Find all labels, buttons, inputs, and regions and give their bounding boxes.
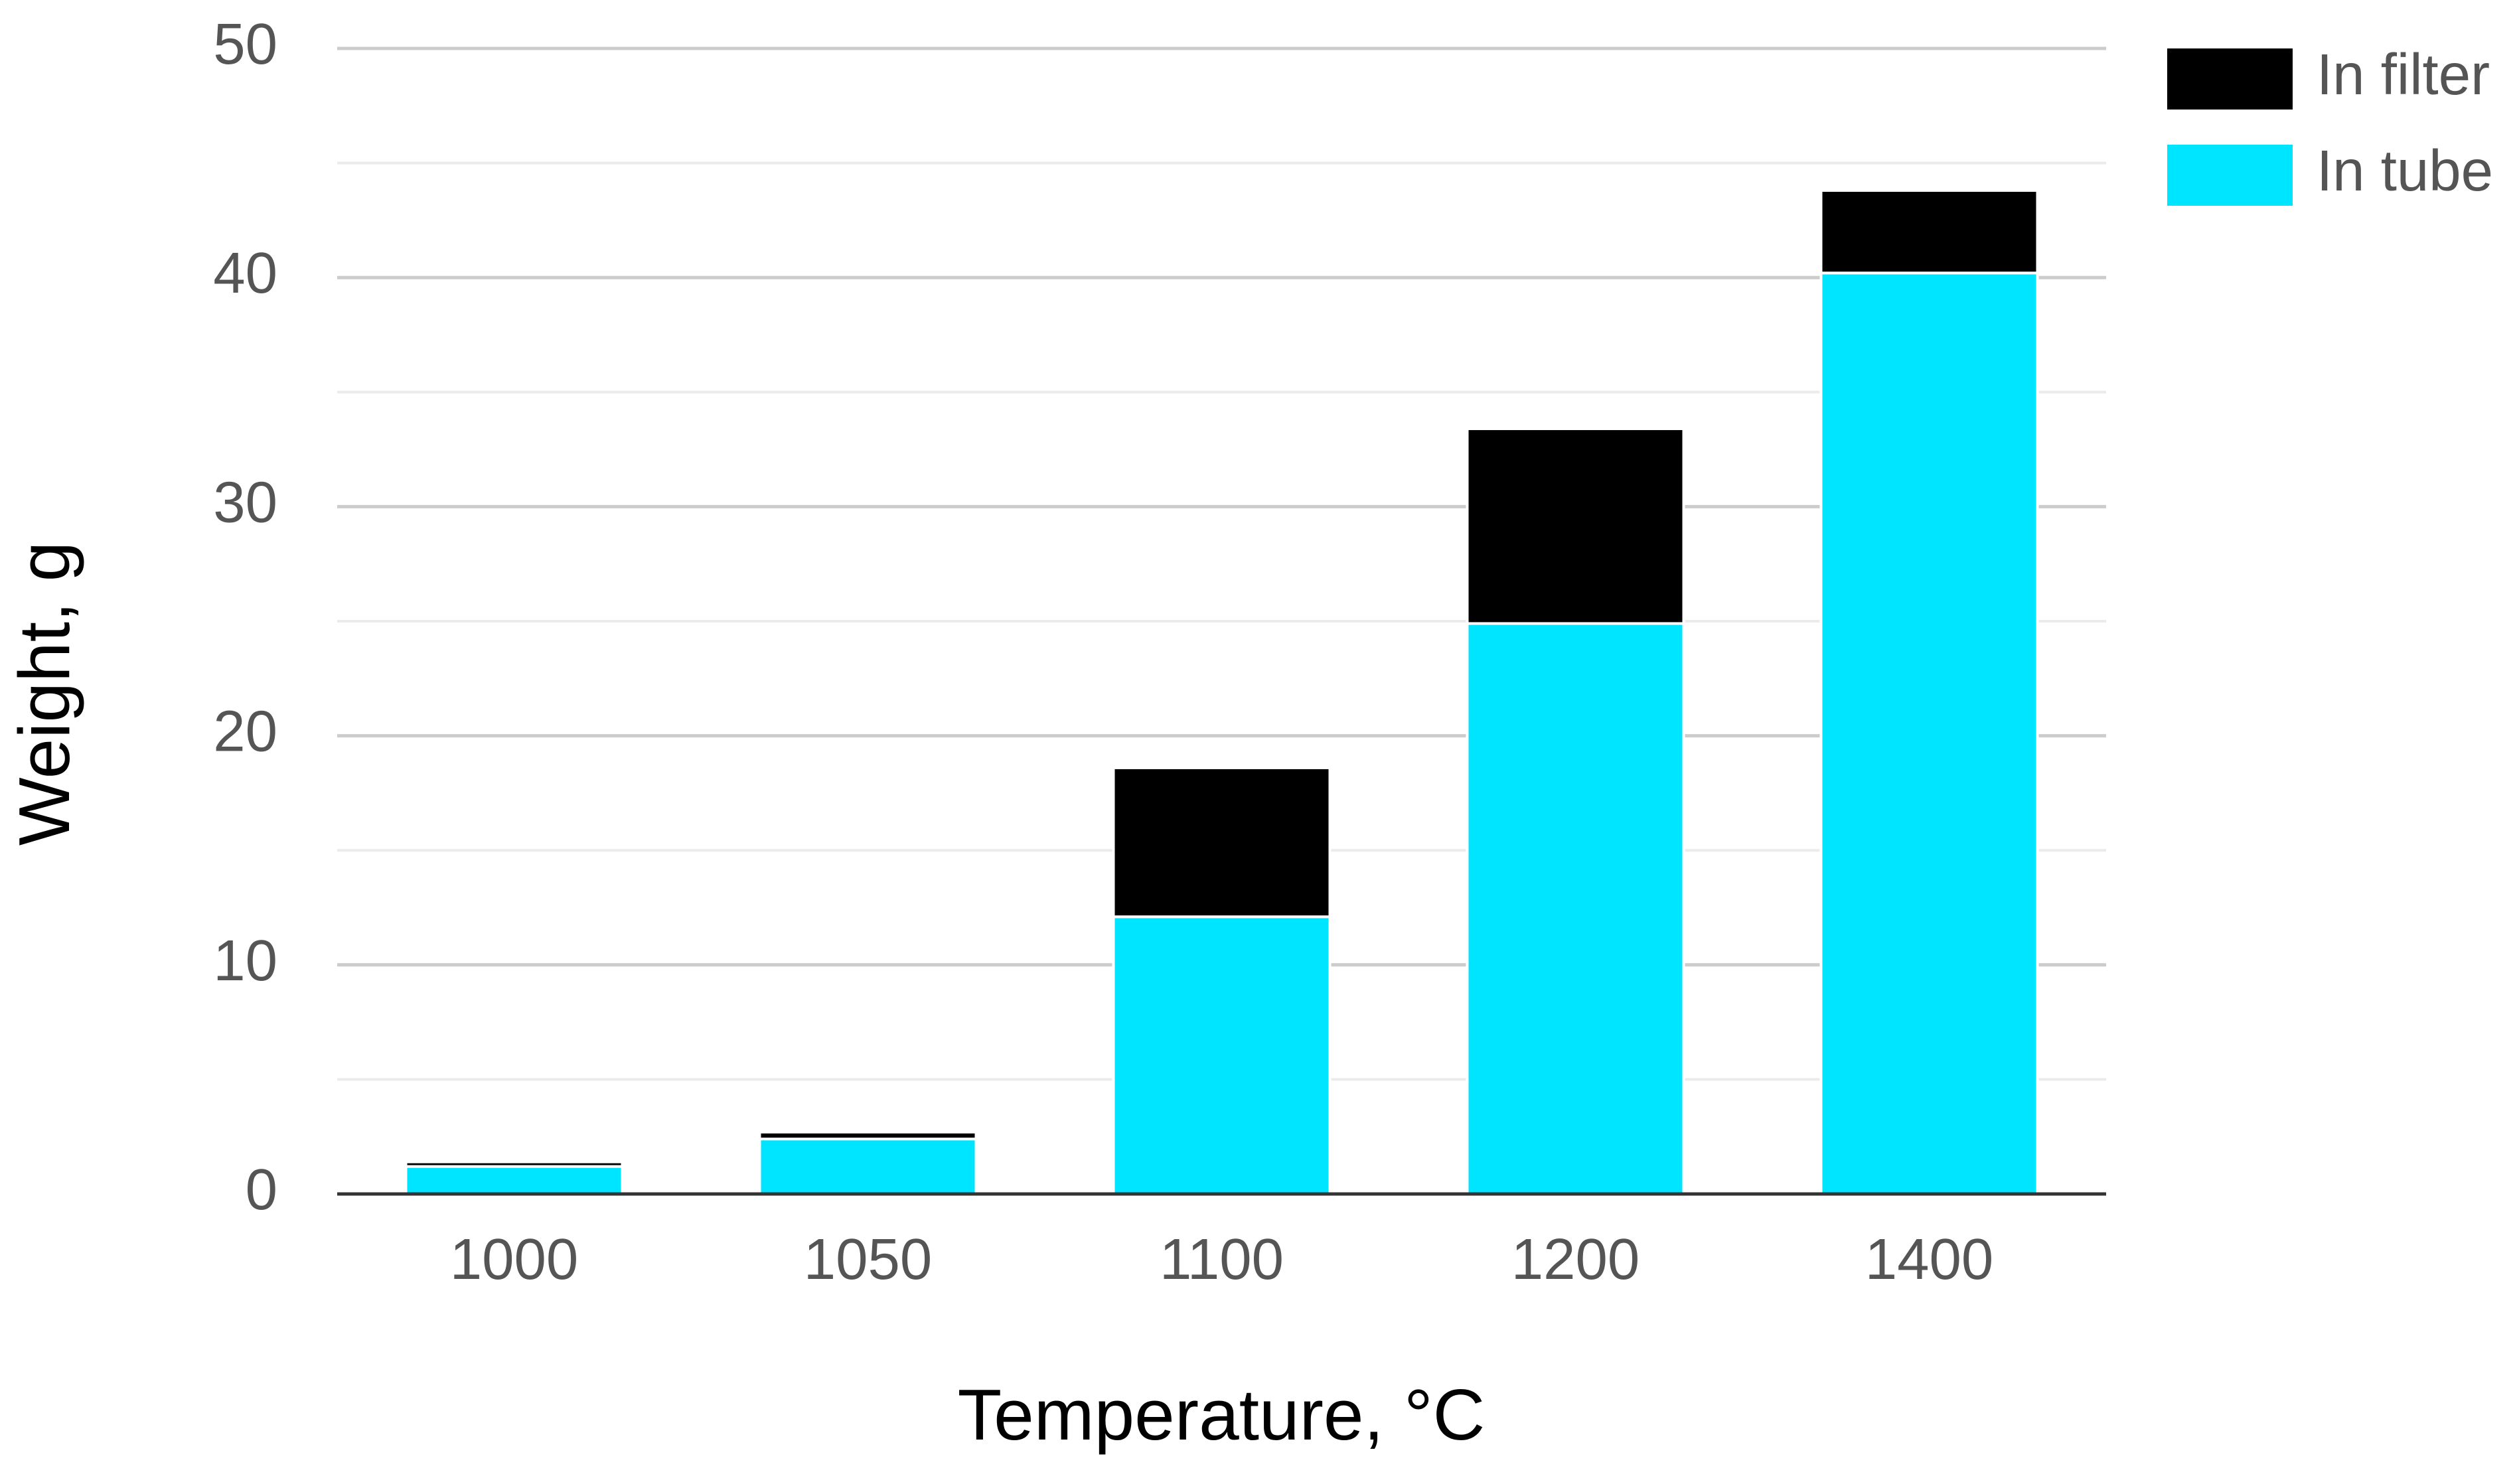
bar-segment [404, 1160, 624, 1168]
legend-swatch [2167, 145, 2293, 206]
x-tick-label: 1200 [1511, 1227, 1640, 1292]
y-tick-label: 30 [213, 470, 277, 534]
x-tick-label: 1100 [1160, 1227, 1284, 1292]
bar-segment [1819, 271, 2039, 1195]
y-tick-label: 20 [213, 700, 277, 764]
y-axis-title: Weight, g [4, 542, 85, 846]
bar-segment [1466, 622, 1685, 1195]
bar-segment [758, 1138, 978, 1195]
y-tick-label: 40 [213, 241, 277, 305]
bar-segment [758, 1130, 978, 1141]
y-tick-label: 10 [213, 928, 277, 993]
legend-label: In filter [2317, 42, 2490, 107]
x-tick-label: 1050 [804, 1227, 933, 1292]
legend-swatch [2167, 48, 2293, 110]
x-tick-label: 1400 [1865, 1227, 1994, 1292]
y-tick-label: 0 [246, 1157, 277, 1222]
x-axis-title: Temperature, °C [958, 1374, 1486, 1455]
x-tick-label: 1000 [450, 1227, 579, 1292]
bar-segment [404, 1165, 624, 1196]
bar-segment [1112, 915, 1332, 1195]
bar-segment [1466, 427, 1685, 625]
bar-segment [1819, 189, 2039, 275]
bar-segment [1112, 766, 1332, 919]
legend-label: In tube [2317, 139, 2493, 203]
y-tick-label: 50 [213, 12, 277, 76]
